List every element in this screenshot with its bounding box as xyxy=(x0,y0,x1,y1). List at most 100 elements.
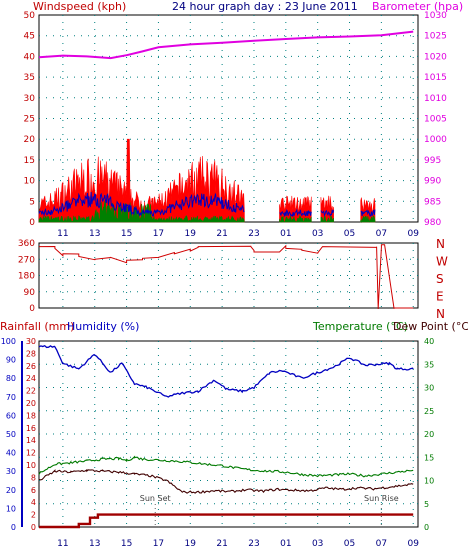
windspeed-tick-label: 45 xyxy=(24,32,35,42)
panel3-x-tick-label: 21 xyxy=(216,539,227,549)
dewpoint-axis-label: Dew Point (°C) xyxy=(393,320,468,333)
panel3-x-tick-label: 17 xyxy=(153,539,164,549)
rainfall-tick-label: 18 xyxy=(26,411,36,420)
humidity-tick-label: 80 xyxy=(6,374,16,383)
wind-low-area xyxy=(360,215,376,224)
windspeed-tick-label: 15 xyxy=(24,156,35,166)
humidity-tick-label: 10 xyxy=(6,504,16,513)
rainfall-tick-label: 30 xyxy=(26,337,36,346)
panel1-x-tick-label: 15 xyxy=(121,229,132,239)
panel3-x-tick-label: 01 xyxy=(280,539,291,549)
rainfall-tick-label: 22 xyxy=(26,387,36,396)
wind-direction-line xyxy=(38,244,414,310)
temperature-tick-label: 10 xyxy=(424,477,434,486)
wind-low-area xyxy=(320,215,334,223)
rainfall-tick-label: 20 xyxy=(26,399,36,408)
temperature-line xyxy=(38,455,414,478)
rainfall-tick-label: 14 xyxy=(26,436,36,445)
wind-barometer-panel: 5045403530252015105010301025102010151010… xyxy=(24,11,448,239)
windspeed-tick-label: 35 xyxy=(24,73,35,83)
humidity-axis-label: Humidity (%) xyxy=(67,320,139,333)
compass-label: N xyxy=(436,307,445,321)
direction-tick-label: 270 xyxy=(18,255,35,265)
windspeed-tick-label: 5 xyxy=(29,197,35,207)
temperature-humidity-panel: 1009080706050403020100302826242220181614… xyxy=(1,337,434,549)
panel1-x-tick-label: 11 xyxy=(57,229,68,239)
barometer-tick-label: 1015 xyxy=(424,73,447,83)
sunset-label: Sun Set xyxy=(140,494,171,503)
rainfall-tick-label: 4 xyxy=(31,498,36,507)
rainfall-tick-label: 2 xyxy=(31,511,36,520)
temperature-axis-label: Temperature (°C) xyxy=(312,320,408,333)
rainfall-tick-label: 6 xyxy=(31,486,36,495)
panel1-x-tick-label: 17 xyxy=(153,229,164,239)
dewpoint-line xyxy=(38,468,414,494)
direction-tick-label: 0 xyxy=(29,304,35,314)
wind-average-line xyxy=(360,209,376,217)
panel1-x-tick-label: 03 xyxy=(312,229,323,239)
panel1-x-tick-label: 07 xyxy=(376,229,387,239)
temperature-tick-label: 5 xyxy=(424,500,429,509)
humidity-tick-label: 50 xyxy=(6,430,16,439)
panel1-x-tick-label: 01 xyxy=(280,229,291,239)
barometer-tick-label: 990 xyxy=(424,177,441,187)
windspeed-tick-label: 40 xyxy=(24,52,36,62)
panel1-x-tick-label: 09 xyxy=(407,229,419,239)
panel1-x-tick-label: 13 xyxy=(89,229,100,239)
graph-title: 24 hour graph day : 23 June 2011 xyxy=(172,0,358,13)
panel1-x-tick-label: 21 xyxy=(216,229,227,239)
humidity-tick-label: 0 xyxy=(11,523,16,532)
rainfall-tick-label: 24 xyxy=(26,374,36,383)
compass-label: E xyxy=(436,290,444,304)
sunrise-label: Sun Rise xyxy=(364,494,399,503)
rainfall-tick-label: 10 xyxy=(26,461,36,470)
humidity-tick-label: 30 xyxy=(6,467,16,476)
temperature-tick-label: 15 xyxy=(424,453,434,462)
direction-tick-label: 360 xyxy=(18,239,35,249)
panel1-x-tick-label: 23 xyxy=(248,229,259,239)
barometer-tick-label: 980 xyxy=(424,218,441,228)
humidity-line xyxy=(38,344,414,398)
windspeed-tick-label: 10 xyxy=(24,177,36,187)
rainfall-tick-label: 8 xyxy=(31,473,36,482)
panel3-x-tick-label: 23 xyxy=(248,539,259,549)
wind-low-area xyxy=(38,200,245,224)
temperature-tick-label: 40 xyxy=(424,337,434,346)
temperature-tick-label: 0 xyxy=(424,523,429,532)
temperature-tick-label: 25 xyxy=(424,407,434,416)
rainfall-line xyxy=(39,513,414,529)
panel1-x-tick-label: 05 xyxy=(344,229,355,239)
windspeed-tick-label: 30 xyxy=(24,94,36,104)
panel3-x-tick-label: 07 xyxy=(376,539,387,549)
barometer-tick-label: 1000 xyxy=(424,135,447,145)
temperature-tick-label: 35 xyxy=(424,360,434,369)
wind-low-area xyxy=(279,215,312,223)
humidity-tick-label: 100 xyxy=(1,337,16,346)
rainfall-tick-label: 0 xyxy=(31,523,36,532)
compass-label: N xyxy=(436,237,445,251)
windspeed-tick-label: 20 xyxy=(24,135,36,145)
panel3-x-tick-label: 11 xyxy=(57,539,68,549)
barometer-tick-label: 1005 xyxy=(424,115,447,125)
barometer-tick-label: 1010 xyxy=(424,94,447,104)
barometer-tick-label: 1025 xyxy=(424,32,447,42)
panel3-x-tick-label: 15 xyxy=(121,539,132,549)
rainfall-tick-label: 26 xyxy=(26,362,36,371)
panel1-x-tick-label: 19 xyxy=(185,229,197,239)
windspeed-axis-label: Windspeed (kph) xyxy=(33,0,126,13)
rainfall-axis-label: Rainfall (mm) xyxy=(0,320,74,333)
barometer-tick-label: 985 xyxy=(424,197,441,207)
rainfall-tick-label: 28 xyxy=(26,349,36,358)
windspeed-tick-label: 0 xyxy=(29,218,35,228)
windspeed-tick-label: 50 xyxy=(24,11,36,21)
direction-tick-label: 90 xyxy=(24,288,36,298)
barometer-tick-label: 995 xyxy=(424,156,441,166)
compass-label: W xyxy=(436,255,448,269)
barometer-tick-label: 1030 xyxy=(424,11,447,21)
temperature-tick-label: 20 xyxy=(424,430,434,439)
wind-average-line xyxy=(320,209,335,217)
humidity-tick-label: 90 xyxy=(6,356,16,365)
wind-average-line xyxy=(38,191,245,218)
compass-label: S xyxy=(436,272,444,286)
